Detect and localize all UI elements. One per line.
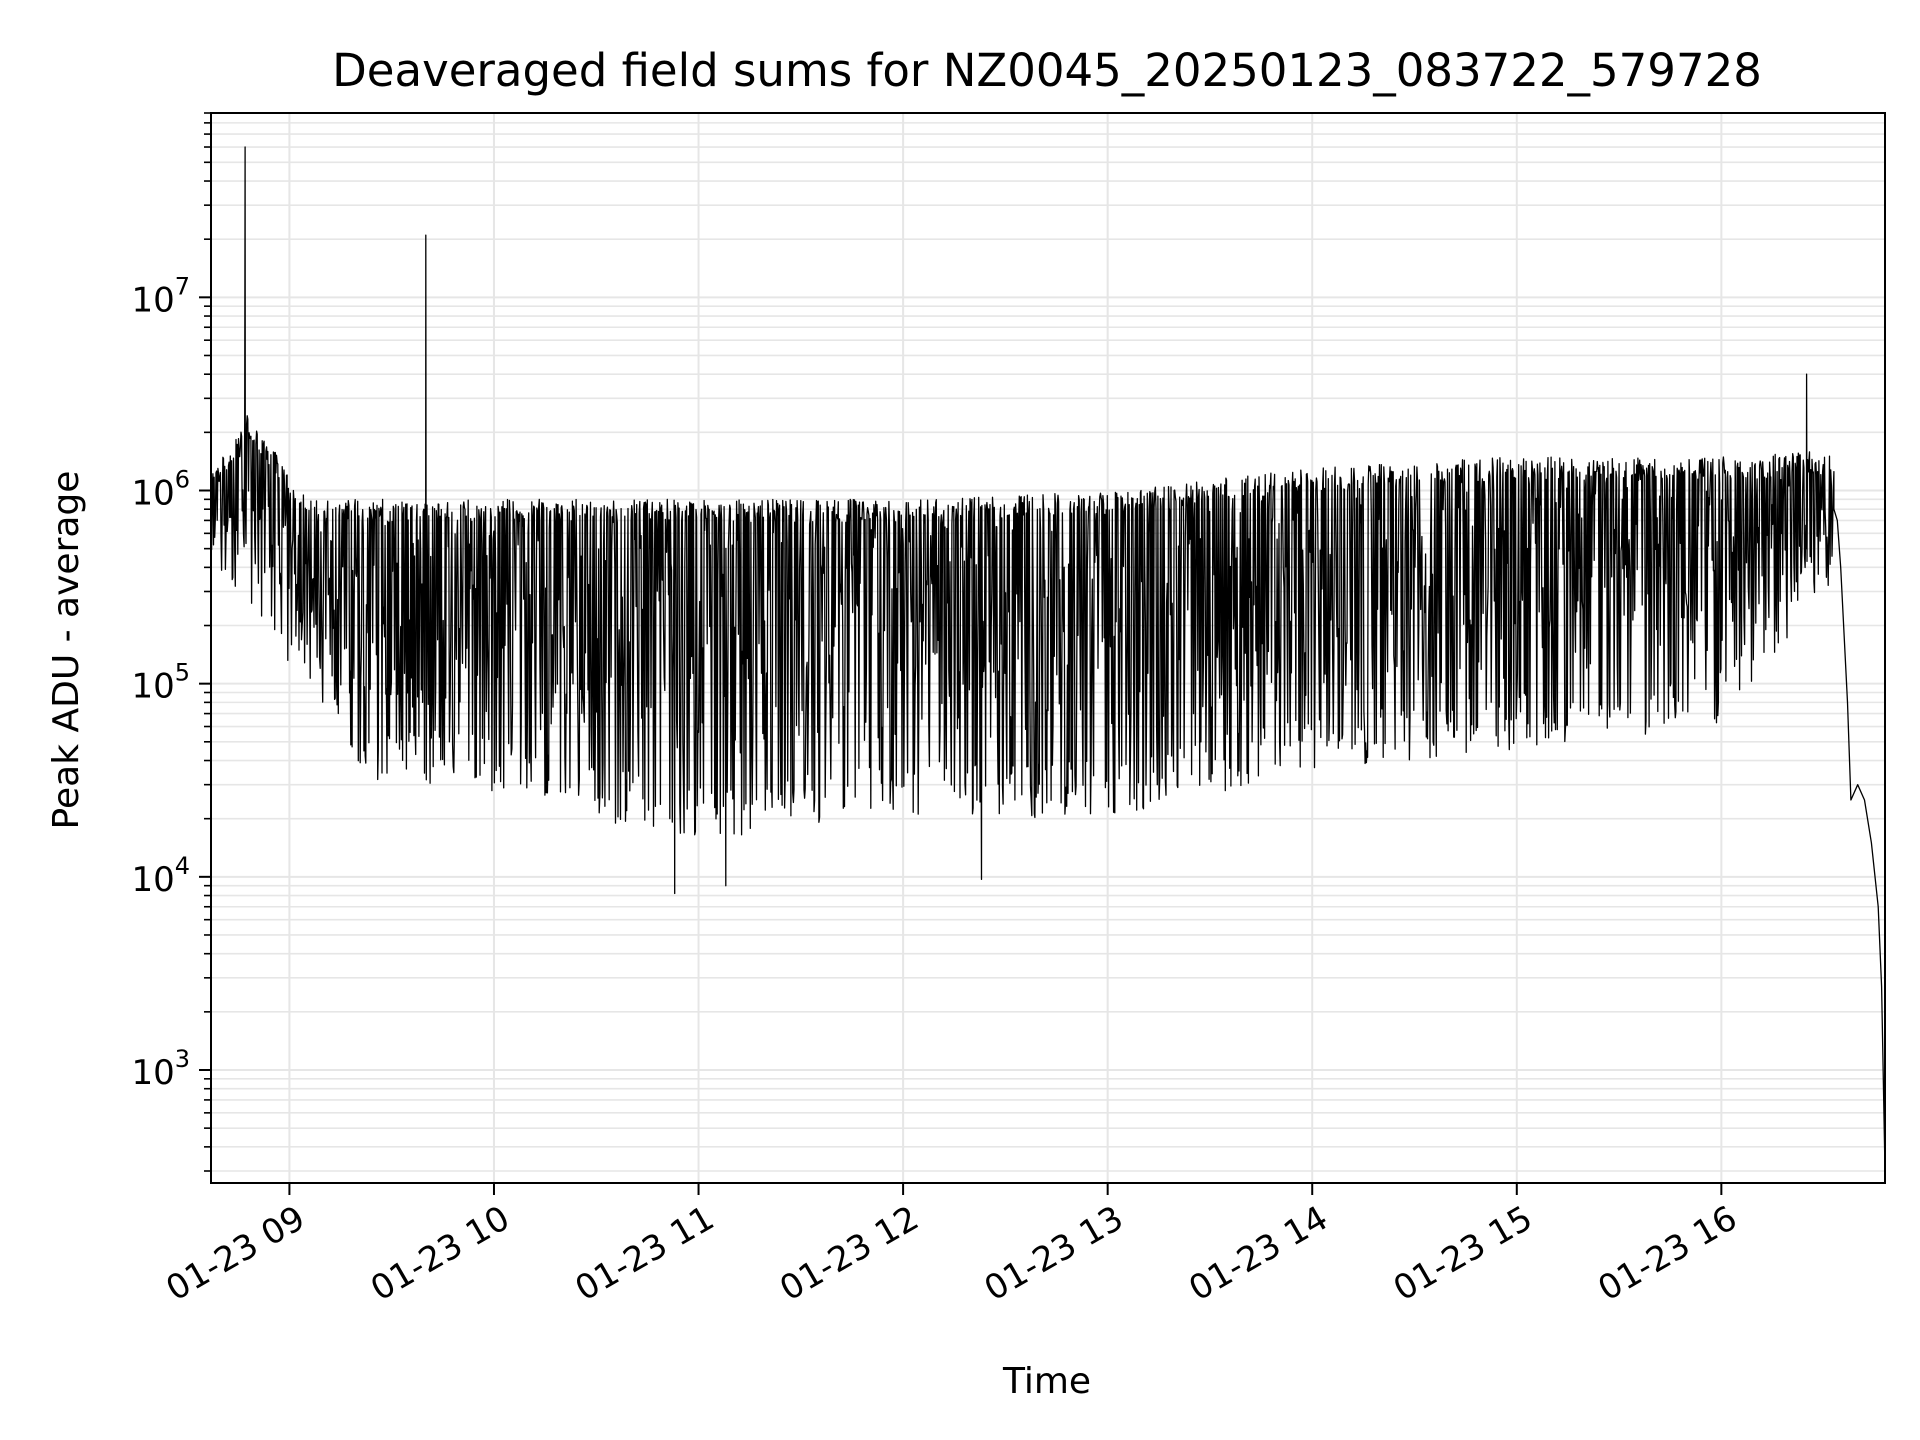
- y-tick-base: 10: [131, 860, 174, 900]
- y-tick-label: 103: [131, 1045, 190, 1093]
- series-line: [210, 146, 1886, 1172]
- y-tick-label: 104: [131, 852, 190, 900]
- y-tick-label: 105: [131, 659, 190, 707]
- y-tick-exponent: 5: [175, 659, 190, 687]
- y-axis-title: Peak ADU - average: [46, 471, 87, 830]
- y-tick-exponent: 4: [175, 852, 190, 880]
- y-tick-base: 10: [131, 473, 174, 513]
- data-layer: [210, 146, 1886, 1172]
- x-axis-title: Time: [1002, 1361, 1091, 1402]
- y-tick-label: 107: [131, 272, 190, 320]
- y-tick-label: 106: [131, 465, 190, 513]
- y-tick-base: 10: [131, 667, 174, 707]
- chart-title: Deaveraged field sums for NZ0045_2025012…: [332, 44, 1762, 97]
- y-tick-base: 10: [131, 280, 174, 320]
- y-tick-exponent: 7: [175, 272, 190, 300]
- plot-frame: [210, 112, 1886, 1184]
- y-tick-base: 10: [131, 1053, 174, 1093]
- y-tick-exponent: 6: [175, 465, 190, 493]
- y-tick-exponent: 3: [175, 1045, 190, 1073]
